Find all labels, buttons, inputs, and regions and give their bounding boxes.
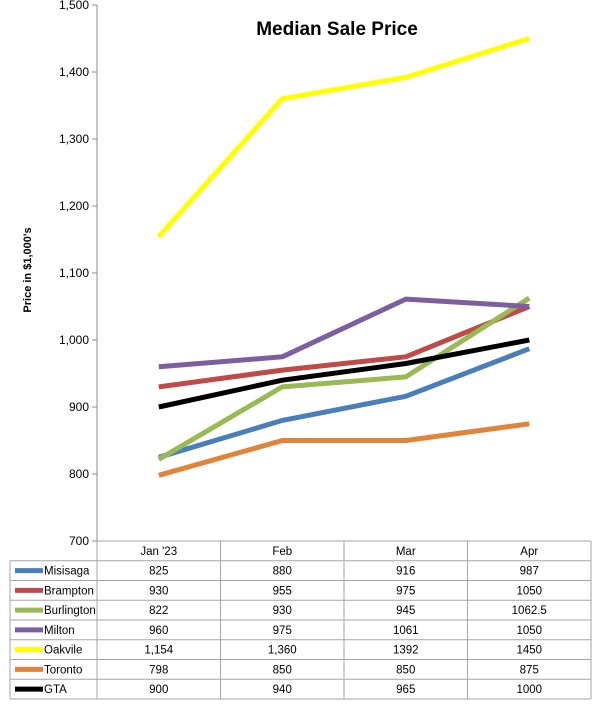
data-label: 1,154 — [144, 645, 173, 657]
chart-title: Median Sale Price — [256, 19, 418, 40]
series-line-brampton — [158, 304, 531, 390]
series-line-misisaga — [158, 346, 531, 460]
data-label: 1000 — [516, 684, 542, 696]
data-label: 975 — [273, 625, 292, 637]
legend-label: Burlington — [44, 605, 96, 617]
data-label: 930 — [273, 605, 292, 617]
data-table: Jan '23 Feb Mar Apr Misisaga 825 880 916 987 Bram… — [9, 540, 592, 700]
series-line-gta — [158, 337, 530, 410]
data-label: 1050 — [516, 625, 542, 637]
y-tick-label: 900 — [69, 400, 89, 414]
legend-label: Oakvile — [44, 645, 82, 657]
y-axis-label: Price in $1,000's — [22, 227, 34, 312]
data-label: 987 — [520, 566, 539, 578]
data-label: 975 — [396, 585, 415, 597]
data-label: 955 — [273, 585, 292, 597]
y-tick-label: 1,300 — [59, 132, 89, 146]
data-label: 1450 — [516, 645, 542, 657]
data-label: 916 — [396, 566, 415, 578]
series-line-oakvile — [156, 36, 531, 239]
data-label: 1,360 — [268, 645, 297, 657]
series-line-toronto — [158, 421, 530, 478]
data-label: 930 — [149, 585, 168, 597]
legend-label: Toronto — [44, 664, 82, 676]
legend-label: Milton — [44, 625, 75, 637]
x-category-label: Apr — [520, 546, 538, 558]
legend-label: Brampton — [44, 585, 94, 597]
data-label: 822 — [149, 605, 168, 617]
data-label: 875 — [520, 664, 539, 676]
legend-label: Misisaga — [44, 566, 90, 578]
legend-label: GTA — [44, 684, 67, 696]
data-label: 798 — [149, 664, 168, 676]
data-label: 880 — [273, 566, 292, 578]
y-tick-label: 1,000 — [59, 333, 89, 347]
x-category-label: Feb — [272, 546, 292, 558]
y-tick-label: 1,500 — [59, 0, 89, 12]
data-label: 825 — [149, 566, 168, 578]
data-label: 1062.5 — [512, 605, 547, 617]
data-label: 1392 — [393, 645, 419, 657]
x-category-label: Mar — [396, 546, 416, 558]
y-tick-label: 1,200 — [59, 199, 89, 213]
data-label: 965 — [396, 684, 415, 696]
data-label: 1061 — [393, 625, 419, 637]
y-tick-label: 800 — [69, 467, 89, 481]
series-line-milton — [158, 296, 530, 370]
data-label: 940 — [273, 684, 292, 696]
data-label: 900 — [149, 684, 168, 696]
data-label: 850 — [396, 664, 415, 676]
series-line-burlington — [157, 295, 531, 462]
series-lines — [156, 36, 531, 478]
data-label: 945 — [396, 605, 415, 617]
y-tick-label: 1,100 — [59, 266, 89, 280]
y-tick-label: 700 — [69, 534, 89, 548]
axes: 700 800 900 1,000 1,100 1,200 1,300 1,400 1,500 — [59, 0, 98, 548]
data-label: 960 — [149, 625, 168, 637]
x-category-label: Jan '23 — [140, 546, 177, 558]
data-label: 850 — [273, 664, 292, 676]
data-label: 1050 — [516, 585, 542, 597]
y-tick-label: 1,400 — [59, 65, 89, 79]
